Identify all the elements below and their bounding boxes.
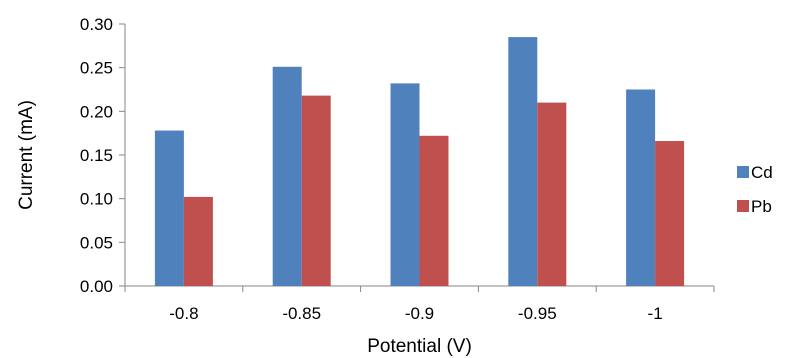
x-tick-label: -0.9: [405, 304, 434, 323]
bar-pb-3: [537, 102, 567, 286]
y-tick-label: 0.30: [80, 15, 113, 34]
bar-pb-1: [301, 95, 331, 286]
legend-swatch: [737, 200, 749, 212]
x-axis: -0.8 -0.85 -0.9 -0.95 -1: [124, 285, 715, 323]
legend-item-pb: Pb: [737, 197, 772, 216]
bar-cd-3: [508, 37, 538, 286]
y-axis: 0.00 0.05 0.10 0.15 0.20 0.25 0.30: [80, 15, 126, 296]
y-tick-label: 0.10: [80, 190, 113, 209]
bar-cd-0: [154, 130, 184, 286]
y-axis-ticks: 0.00 0.05 0.10 0.15 0.20 0.25 0.30: [80, 15, 125, 296]
bars: [154, 37, 685, 287]
x-axis-title: Potential (V): [367, 336, 472, 357]
x-axis-ticks: -0.8 -0.85 -0.9 -0.95 -1: [124, 286, 715, 323]
x-tick-label: -0.85: [282, 304, 321, 323]
bar-cd-2: [390, 83, 420, 287]
bar-cd-1: [272, 66, 302, 286]
legend-swatch: [737, 166, 749, 178]
x-tick-label: -0.8: [169, 304, 198, 323]
x-tick-label: -1: [648, 304, 663, 323]
y-tick-label: 0.25: [80, 59, 113, 78]
y-axis-title: Current (mA): [16, 100, 37, 210]
legend-label: Cd: [751, 163, 773, 182]
bar-pb-0: [183, 196, 213, 286]
legend-item-cd: Cd: [737, 163, 773, 182]
bar-pb-2: [419, 135, 449, 286]
x-tick-label: -0.95: [518, 304, 557, 323]
y-tick-label: 0.15: [80, 146, 113, 165]
bar-cd-4: [626, 89, 656, 286]
bar-pb-4: [655, 141, 685, 286]
y-tick-label: 0.20: [80, 102, 113, 121]
y-tick-label: 0.05: [80, 233, 113, 252]
legend-label: Pb: [751, 197, 772, 216]
legend: Cd Pb: [737, 163, 773, 216]
y-tick-label: 0.00: [80, 277, 113, 296]
